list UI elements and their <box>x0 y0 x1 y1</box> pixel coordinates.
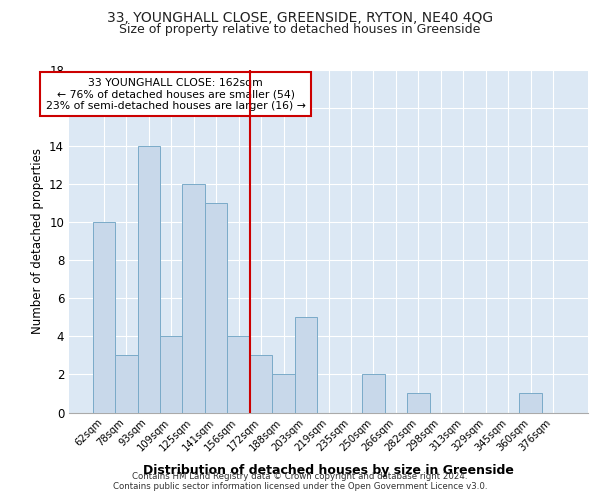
Text: Contains HM Land Registry data © Crown copyright and database right 2024.
Contai: Contains HM Land Registry data © Crown c… <box>113 472 487 491</box>
Y-axis label: Number of detached properties: Number of detached properties <box>31 148 44 334</box>
Text: 33, YOUNGHALL CLOSE, GREENSIDE, RYTON, NE40 4QG: 33, YOUNGHALL CLOSE, GREENSIDE, RYTON, N… <box>107 11 493 25</box>
Bar <box>160 336 182 412</box>
Bar <box>295 318 317 412</box>
Bar <box>137 146 160 412</box>
Bar <box>362 374 385 412</box>
Bar <box>205 203 227 412</box>
Bar <box>182 184 205 412</box>
Bar <box>520 394 542 412</box>
Bar <box>227 336 250 412</box>
Text: Size of property relative to detached houses in Greenside: Size of property relative to detached ho… <box>119 22 481 36</box>
Bar <box>407 394 430 412</box>
Text: 33 YOUNGHALL CLOSE: 162sqm
← 76% of detached houses are smaller (54)
23% of semi: 33 YOUNGHALL CLOSE: 162sqm ← 76% of deta… <box>46 78 305 111</box>
Bar <box>92 222 115 412</box>
Bar <box>250 356 272 412</box>
Bar <box>115 356 137 412</box>
Bar <box>272 374 295 412</box>
X-axis label: Distribution of detached houses by size in Greenside: Distribution of detached houses by size … <box>143 464 514 477</box>
